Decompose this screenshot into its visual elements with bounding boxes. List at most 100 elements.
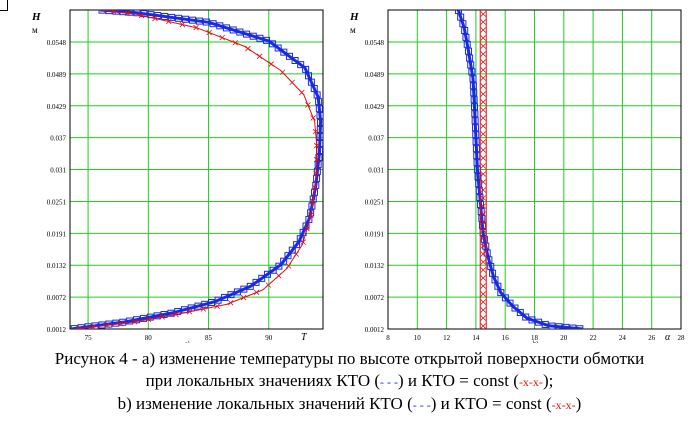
panel-b-series-1-marker: [480, 83, 487, 89]
panel-b-series-0-marker: [454, 10, 462, 14]
panel-b-series-1-marker: [480, 107, 487, 113]
panel-b-series-0-marker: [459, 20, 467, 28]
panel-a-series-0-marker: [168, 13, 176, 21]
panel-a-series-1-marker: [310, 198, 316, 205]
panel-b-series-1-marker: [480, 19, 487, 25]
panel-a-panel-label: a): [185, 340, 190, 343]
panel-b-x-tick-label-5: 18: [531, 334, 539, 342]
panel-a-series-1-marker: [310, 115, 316, 121]
panel-a-series-0-marker: [182, 15, 190, 23]
panel-a-series-1-line: [75, 10, 318, 329]
caption-line-3-c: ) и КТО = const (: [430, 394, 552, 413]
panel-a-y-tick-label-1: 0.0072: [47, 294, 67, 302]
panel-a-series-0-marker: [263, 36, 271, 44]
panel-b-series-0-marker: [541, 320, 549, 328]
panel-a-series-0-marker: [146, 313, 154, 321]
panel-b-series-1-marker: [480, 51, 487, 57]
panel-b-series-0-marker: [470, 96, 478, 104]
panel-a-series-0-marker: [154, 12, 162, 20]
panel-b-y-tick-label-0: 0.0012: [365, 326, 385, 334]
panel-b-series-0-marker: [461, 27, 469, 35]
panel-a-series-1-marker: [313, 142, 320, 149]
panel-a-series-0-marker: [194, 302, 202, 310]
panel-a-y-tick-label-8: 0.0489: [47, 71, 67, 79]
panel-a-series-0-marker: [256, 34, 264, 42]
panel-a-series-1-marker: [131, 319, 138, 325]
panel-a-series: [70, 10, 323, 329]
panel-a-series-0-marker: [153, 312, 161, 320]
chart-panel-b: 0.0012 0.0072 0.0132 0.0191 0.0251 0.031 0.037…: [349, 9, 685, 343]
panel-a-series-1-marker: [293, 251, 299, 257]
panel-a-series-1-marker: [275, 272, 282, 279]
panel-a-series-1-marker: [253, 289, 260, 296]
panel-a-series-0-marker: [139, 314, 147, 322]
panel-b-y-tick-label-1: 0.0072: [365, 294, 385, 302]
window-corner-icon: [0, 0, 8, 11]
caption-blue-legend-marker-b: - - -: [412, 398, 431, 412]
panel-b-series-1-marker: [480, 43, 487, 49]
panel-b-y-tick-label-3: 0.0191: [365, 230, 385, 238]
panel-a-x-tick-label-0: 75: [85, 334, 93, 342]
panel-b-series-0-marker: [471, 103, 479, 111]
panel-b-x-tick-label-4: 16: [502, 334, 510, 342]
caption-blue-legend-marker: - - -: [380, 375, 399, 389]
panel-a-series-0-marker: [288, 246, 296, 254]
panel-b-grid: [387, 10, 682, 330]
panel-b-series-1-marker: [480, 91, 487, 97]
panel-a-series-1-marker: [110, 10, 117, 15]
panel-b-series-1-marker: [480, 139, 487, 145]
panel-b-series-0-marker: [464, 47, 472, 55]
panel-a-series-1-marker: [279, 69, 286, 76]
panel-a-series-0-marker: [133, 10, 141, 17]
panel-a-series-1-marker: [256, 53, 263, 60]
panel-a-xlabel: T: [301, 332, 308, 343]
panel-b-y-tick-label-6: 0.037: [368, 135, 384, 143]
panel-b-series-0-marker: [470, 89, 478, 97]
panel-a-series-1-marker: [193, 24, 199, 31]
panel-b-series-0-marker: [487, 263, 495, 271]
panel-b-y-tick-label-2: 0.0132: [365, 262, 385, 270]
panel-a-series-1-marker: [265, 282, 272, 288]
caption-line-2-c: ) и КТО = const (: [398, 371, 519, 390]
panel-a-series-0-marker: [229, 26, 237, 34]
panel-b-series: [454, 10, 584, 329]
panel-b-series-1-marker: [480, 227, 487, 233]
caption-line-2-e: );: [542, 371, 554, 390]
panel-a-series-0-marker: [302, 65, 310, 73]
panel-a-series-0-marker: [202, 18, 210, 26]
caption-line-3-e: ): [575, 394, 582, 413]
panel-b-series-1-marker: [480, 131, 487, 137]
panel-a-series-1-marker: [305, 102, 311, 108]
panel-b-series-1-marker: [480, 35, 487, 41]
panel-a-series-1-marker: [268, 61, 274, 67]
panel-b-series-0-marker: [511, 304, 519, 312]
caption-line-2-a: при локальных значениях КТО (: [145, 371, 381, 390]
panel-b-series-0-marker: [489, 269, 497, 277]
panel-b-series-1-marker: [480, 235, 487, 241]
panel-a-series-0-marker: [293, 241, 301, 249]
panel-b-series-1-marker: [480, 59, 487, 65]
panel-b-series-1-marker: [480, 171, 487, 177]
panel-a-series-1-marker: [117, 320, 124, 327]
panel-b-series-1-marker: [480, 203, 487, 209]
panel-b-series-0-marker: [506, 299, 514, 307]
panel-b-x-tick-label-0: 8: [386, 334, 390, 342]
panel-b-y-tick-label-5: 0.031: [368, 167, 384, 175]
panel-a-series-0-marker: [297, 61, 305, 69]
panel-a-series-0-marker: [291, 57, 299, 65]
panel-a-series-1-marker: [90, 324, 96, 329]
panel-a-series-0-marker: [209, 20, 217, 28]
panel-b-series-1-marker: [480, 195, 487, 201]
figure: 0.0012 0.0072 0.0132 0.0191 0.0251 0.031 0.037…: [31, 9, 685, 343]
panel-b-series-1-marker: [480, 283, 487, 289]
panel-b-series-1-marker: [480, 99, 487, 105]
panel-a-series-0-marker: [195, 17, 203, 25]
panel-a-series-1-marker: [227, 299, 234, 306]
caption-line-3: b) изменение локальных значений КТО (- -…: [0, 393, 699, 416]
panel-a-series-1-marker: [313, 170, 319, 177]
panel-a-series-1-marker: [214, 303, 220, 310]
panel-a-y-tick-label-4: 0.0251: [47, 198, 67, 206]
panel-b-series-1-marker: [480, 259, 487, 265]
panel-a-series-1-marker: [200, 306, 207, 312]
panel-a-series-1-marker: [308, 212, 314, 218]
